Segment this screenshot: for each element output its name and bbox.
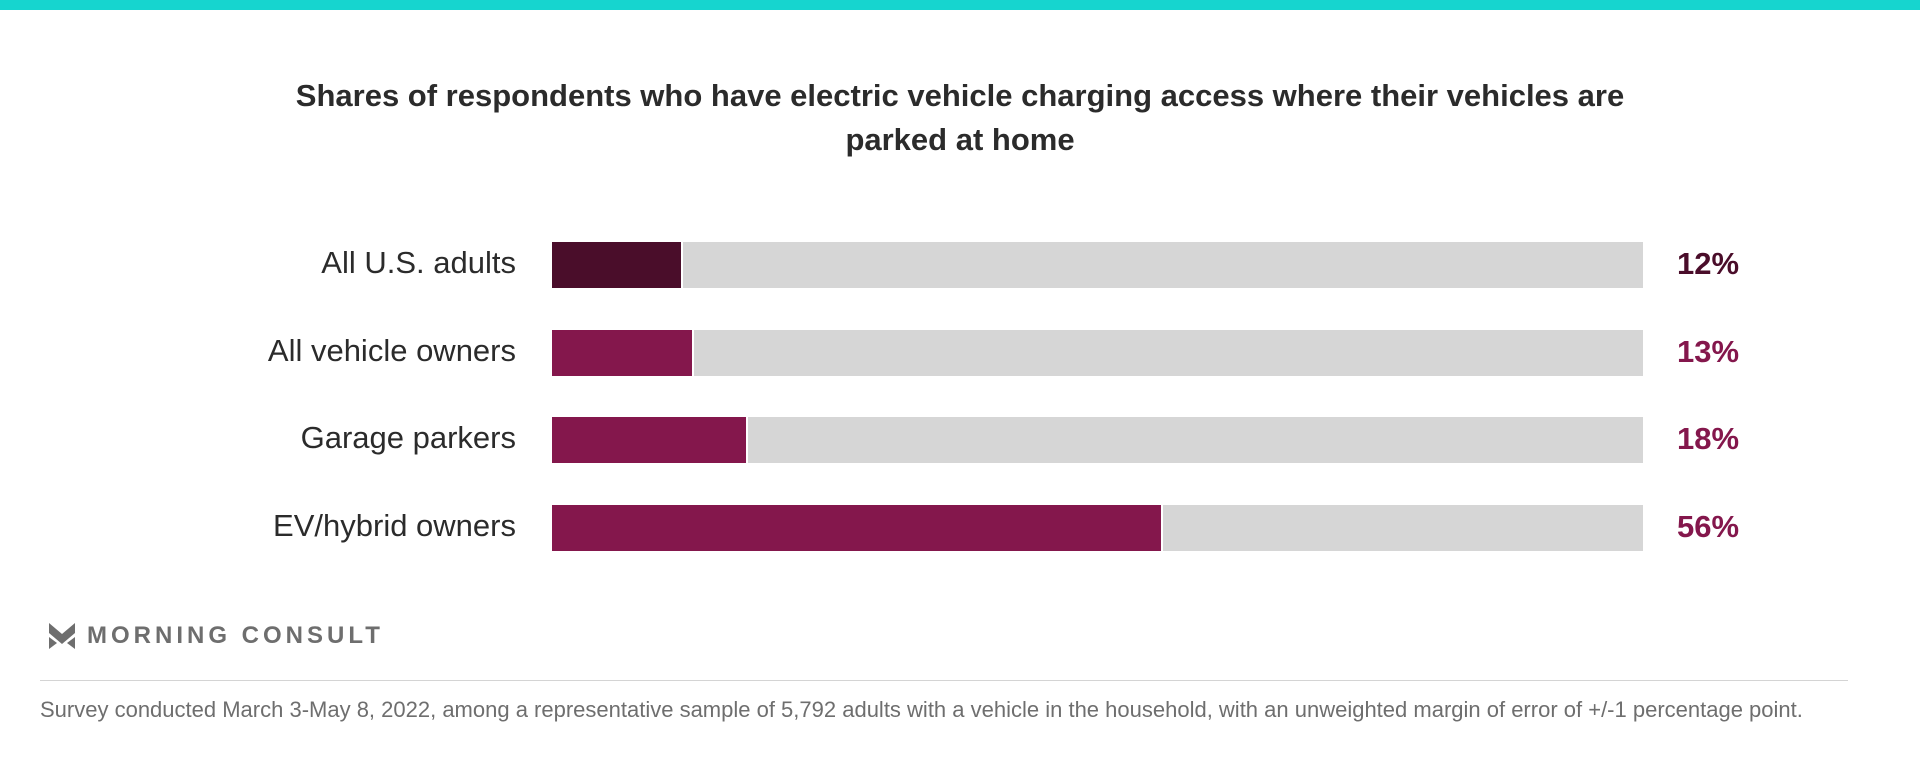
- bar: [552, 417, 749, 463]
- morning-consult-logo: MORNING CONSULT: [49, 622, 384, 650]
- category-label: Garage parkers: [300, 420, 516, 455]
- category-label: All U.S. adults: [321, 245, 516, 280]
- bar: [552, 330, 694, 376]
- footer-divider: [40, 680, 1848, 681]
- bar: [552, 505, 1163, 551]
- morning-consult-m-icon: [49, 623, 75, 649]
- value-label: 56%: [1677, 509, 1740, 544]
- bar-track: [552, 330, 1643, 376]
- bar: [552, 242, 683, 288]
- category-label: EV/hybrid owners: [273, 508, 516, 543]
- bar-track: [552, 242, 1643, 288]
- value-label: 13%: [1677, 334, 1740, 369]
- brand-name: MORNING CONSULT: [87, 622, 384, 649]
- value-label: 12%: [1677, 246, 1740, 281]
- chart-title: Shares of respondents who have electric …: [295, 78, 1625, 157]
- top-accent-bar: [0, 0, 1920, 10]
- footnote: Survey conducted March 3-May 8, 2022, am…: [40, 697, 1803, 722]
- bar-track: [552, 417, 1643, 463]
- category-label: All vehicle owners: [267, 333, 516, 368]
- bar-track: [552, 505, 1643, 551]
- value-label: 18%: [1677, 421, 1740, 456]
